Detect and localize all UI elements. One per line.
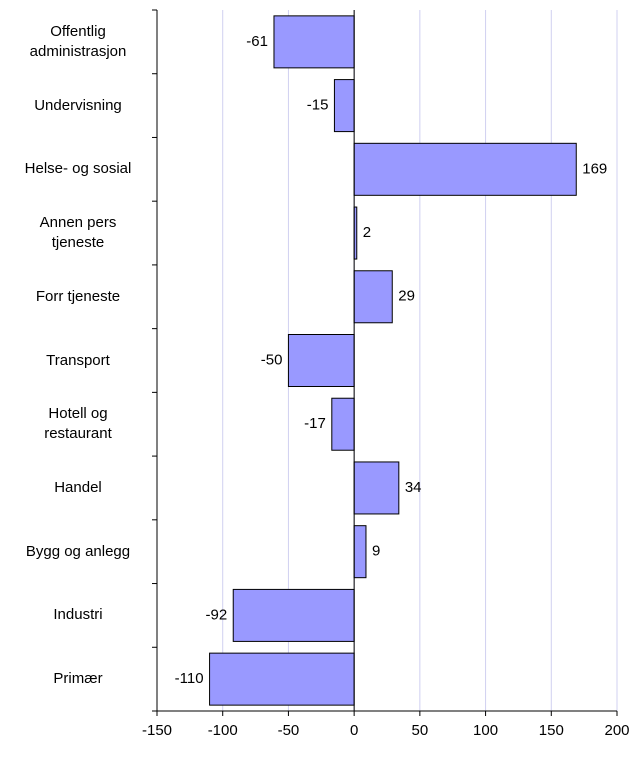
y-tick-label: Primær <box>53 670 103 688</box>
y-tick-label: Offentlig administrasjon <box>29 22 127 60</box>
value-label: 2 <box>363 224 371 241</box>
value-label: -17 <box>304 415 326 432</box>
y-tick-label: Helse- og sosial <box>24 160 132 178</box>
y-tick-label: Handel <box>54 478 102 496</box>
x-tick-label: 50 <box>412 722 429 739</box>
bar <box>209 652 355 706</box>
y-tick-label: Hotell og restaurant <box>44 405 112 443</box>
bar <box>333 79 355 133</box>
x-tick-label: -150 <box>142 722 172 739</box>
bar <box>353 461 400 515</box>
x-tick-label: 150 <box>539 722 564 739</box>
y-tick-label: Annen pers tjeneste <box>39 214 117 252</box>
value-label: -50 <box>261 351 283 368</box>
x-tick-label: -50 <box>278 722 300 739</box>
value-label: 34 <box>405 479 422 496</box>
y-tick-label: Transport <box>46 351 110 369</box>
value-label: -61 <box>246 33 268 50</box>
bar <box>232 588 355 642</box>
bar <box>287 334 355 387</box>
value-label: 29 <box>398 288 415 305</box>
y-tick-label: Industri <box>53 606 103 624</box>
bar <box>331 397 355 451</box>
value-label: -110 <box>175 670 204 687</box>
value-label: 9 <box>372 543 380 560</box>
x-tick-label: 200 <box>604 722 629 739</box>
x-tick-label: -100 <box>208 722 238 739</box>
y-tick-label: Bygg og anlegg <box>25 542 131 560</box>
y-tick-label: Undervisning <box>34 96 122 114</box>
bar <box>353 525 367 579</box>
value-label: 169 <box>582 160 607 177</box>
bar <box>273 15 355 69</box>
x-tick-label: 100 <box>473 722 498 739</box>
bar <box>353 270 393 324</box>
value-label: -15 <box>307 97 329 114</box>
x-tick-label: 0 <box>350 722 358 739</box>
y-tick-label: Forr tjeneste <box>35 287 121 305</box>
bar <box>353 142 577 196</box>
value-label: -92 <box>206 606 228 623</box>
